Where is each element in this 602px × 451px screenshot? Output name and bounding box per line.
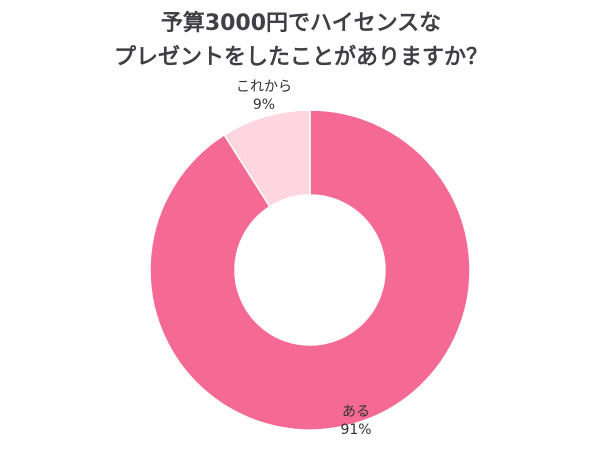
donut-slices [149, 109, 471, 431]
slice-2 [223, 109, 311, 208]
slice-label-1: ある [342, 404, 370, 420]
slice-labels: ある 91% これから 9% [236, 79, 372, 438]
slice-label-2: これから [236, 79, 292, 95]
slice-value-label-2: 9% [253, 97, 275, 113]
slice-1 [149, 109, 471, 431]
chart-title-line-2: プレゼントをしたことがありますか？ [114, 44, 488, 70]
chart-title-line-1: 予算3000円でハイセンスな [161, 10, 441, 36]
slice-value-label-1: 91% [340, 422, 371, 438]
